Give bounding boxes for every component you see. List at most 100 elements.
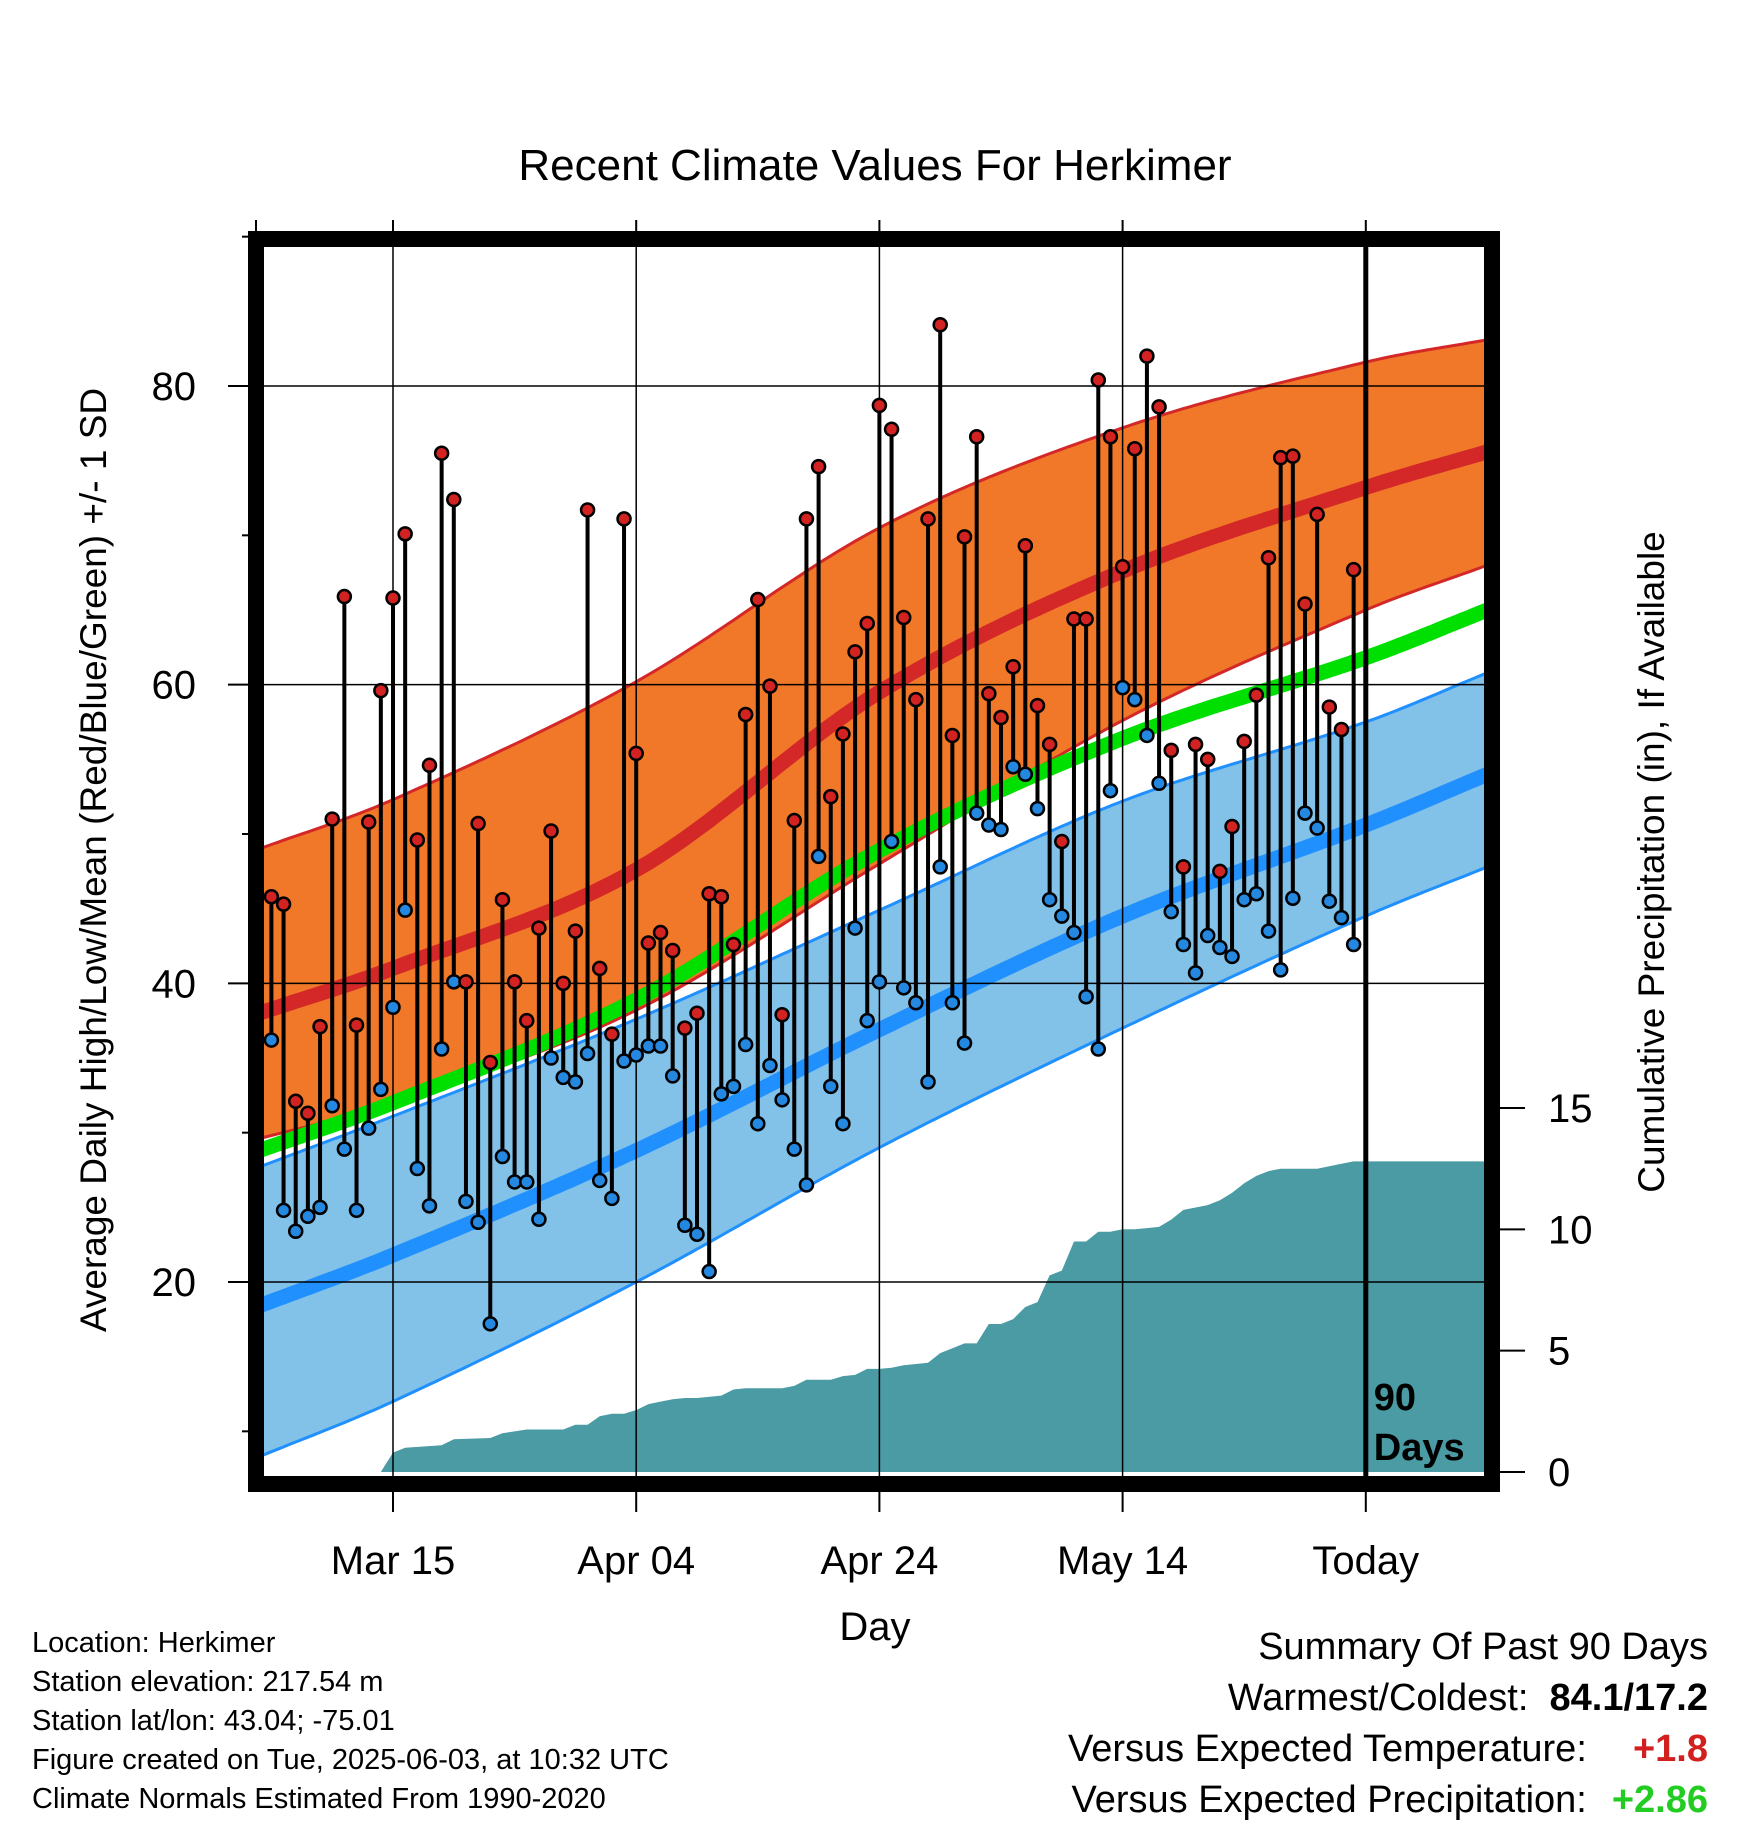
obs-high-point-52 <box>895 609 912 626</box>
obs-high-point-80 <box>1236 733 1252 750</box>
precip-layer <box>263 1161 1485 1472</box>
x-axis: Mar 15 Apr 04 Apr 24 May 14 Today <box>331 220 1419 1583</box>
obs-high-point-86 <box>1309 506 1325 523</box>
obs-high-point-46 <box>823 788 839 805</box>
obs-high-point-13 <box>421 757 438 774</box>
obs-high-point-70 <box>1114 558 1131 575</box>
obs-low-point-3 <box>300 1208 316 1225</box>
obs-low-point-28 <box>604 1190 620 1207</box>
obs-high-point-20 <box>506 974 523 990</box>
obs-high-point-89 <box>1345 561 1362 578</box>
obs-high-point-69 <box>1102 429 1119 445</box>
obs-high-point-79 <box>1224 818 1240 835</box>
obs-low-point-78 <box>1212 939 1228 956</box>
elevation-text: Station elevation: 217.54 m <box>32 1666 384 1698</box>
obs-high-point-6 <box>336 588 353 605</box>
obs-high-point-73 <box>1151 399 1167 415</box>
obs-low-point-57 <box>956 1035 973 1051</box>
obs-high-point-22 <box>531 920 547 936</box>
obs-low-point-26 <box>579 1045 596 1062</box>
obs-low-point-55 <box>932 859 948 875</box>
obs-high-point-39 <box>737 706 754 723</box>
obs-low-point-10 <box>385 999 401 1015</box>
obs-low-point-13 <box>421 1198 438 1214</box>
obs-high-point-87 <box>1321 699 1338 715</box>
obs-low-point-22 <box>531 1211 547 1228</box>
obs-high-point-83 <box>1272 449 1289 466</box>
obs-high-point-78 <box>1212 863 1228 880</box>
obs-low-point-60 <box>993 821 1009 838</box>
obs-high-point-43 <box>786 812 803 829</box>
obs-low-point-80 <box>1236 891 1252 908</box>
obs-low-point-66 <box>1066 924 1082 941</box>
obs-low-point-68 <box>1090 1041 1107 1057</box>
obs-low-point-65 <box>1054 908 1070 924</box>
precip-departure-label: Versus Expected Precipitation: <box>1071 1779 1587 1821</box>
obs-high-point-30 <box>628 745 644 762</box>
obs-high-point-17 <box>470 815 486 832</box>
today-label-90: 90 <box>1374 1377 1416 1419</box>
obs-high-point-36 <box>701 885 717 902</box>
warmest-value: 84.1/17.2 <box>1549 1677 1708 1719</box>
obs-low-point-85 <box>1297 805 1313 821</box>
obs-low-point-73 <box>1151 775 1167 791</box>
normals-text: Climate Normals Estimated From 1990-2020 <box>32 1783 606 1815</box>
low-mean-line <box>263 767 1485 1313</box>
obs-low-point-37 <box>713 1086 730 1102</box>
obs-high-point-68 <box>1090 372 1107 388</box>
obs-high-point-33 <box>664 942 681 959</box>
obs-high-point-26 <box>579 502 596 518</box>
obs-high-point-15 <box>446 491 462 508</box>
high-sd-band <box>263 340 1485 1138</box>
obs-low-point-75 <box>1175 936 1192 953</box>
y2-tick-label-10: 10 <box>1548 1208 1593 1252</box>
y2-tick-label-15: 15 <box>1548 1087 1593 1131</box>
obs-low-point-36 <box>701 1263 717 1280</box>
obs-high-point-42 <box>774 1006 790 1023</box>
obs-low-point-6 <box>336 1141 353 1157</box>
obs-low-point-29 <box>616 1053 632 1069</box>
obs-high-point-49 <box>859 615 875 632</box>
obs-low-point-12 <box>409 1160 426 1177</box>
obs-low-point-11 <box>397 902 413 918</box>
obs-high-point-55 <box>932 317 948 333</box>
obs-low-point-67 <box>1078 989 1094 1005</box>
obs-low-point-61 <box>1005 759 1021 775</box>
obs-low-point-51 <box>883 833 900 850</box>
obs-high-point-2 <box>287 1093 304 1110</box>
obs-low-point-88 <box>1333 909 1350 926</box>
obs-low-point-56 <box>944 994 961 1011</box>
obs-high-point-53 <box>908 691 924 708</box>
obs-high-point-44 <box>798 511 815 527</box>
obs-low-point-0 <box>263 1032 280 1048</box>
x-tick-label-0: Mar 15 <box>331 1539 456 1583</box>
obs-low-point-44 <box>798 1177 815 1193</box>
obs-low-point-16 <box>458 1193 474 1210</box>
obs-high-point-56 <box>944 727 961 744</box>
temp-departure-value: +1.8 <box>1632 1728 1708 1770</box>
created-text: Figure created on Tue, 2025-06-03, at 10… <box>32 1744 669 1776</box>
obs-low-point-76 <box>1187 965 1204 981</box>
obs-low-point-87 <box>1321 893 1338 909</box>
low-sd-lower-line <box>263 866 1485 1457</box>
obs-low-point-8 <box>360 1120 377 1136</box>
obs-high-point-11 <box>397 526 413 542</box>
obs-high-point-60 <box>993 709 1009 726</box>
summary-panel: Summary Of Past 90 Days Warmest/Coldest:… <box>1068 1622 1708 1826</box>
obs-high-point-27 <box>591 960 608 977</box>
obs-low-point-45 <box>810 848 827 865</box>
obs-low-point-69 <box>1102 782 1119 799</box>
obs-low-point-9 <box>373 1081 389 1098</box>
obs-low-point-43 <box>786 1141 803 1157</box>
obs-low-point-54 <box>920 1074 936 1090</box>
obs-low-point-49 <box>859 1012 875 1029</box>
obs-high-point-9 <box>373 682 389 699</box>
obs-high-point-0 <box>263 888 280 905</box>
obs-high-point-63 <box>1029 697 1046 714</box>
station-info: Location: Herkimer Station elevation: 21… <box>32 1624 669 1819</box>
obs-high-point-21 <box>519 1012 535 1029</box>
obs-low-point-23 <box>543 1050 559 1066</box>
x-tick-label-20: Apr 04 <box>577 1539 695 1583</box>
observations-layer <box>263 317 1362 1332</box>
